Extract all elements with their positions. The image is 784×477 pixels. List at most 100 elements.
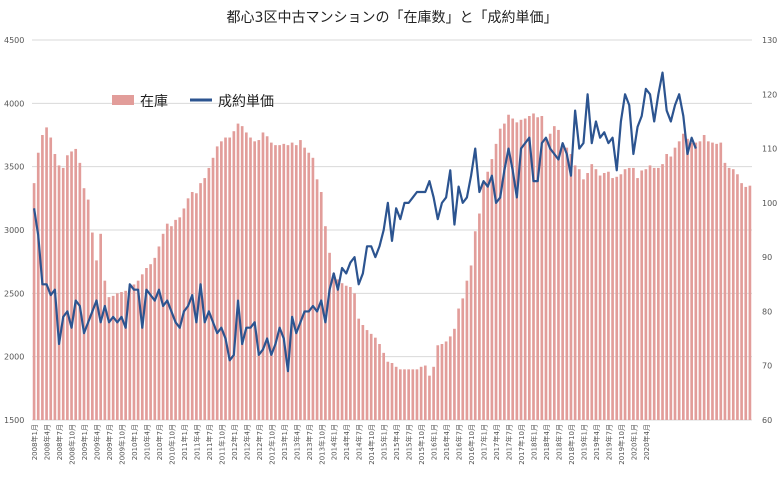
right-tick-label: 120 (762, 90, 777, 99)
inventory-bar (711, 142, 714, 420)
right-tick-label: 70 (762, 362, 772, 371)
inventory-bar (349, 287, 352, 420)
inventory-bar (145, 268, 148, 420)
x-tick-label: 2015年10月 (417, 424, 426, 465)
x-tick-label: 2017年4月 (492, 424, 501, 460)
inventory-bar (557, 129, 560, 420)
x-tick-label: 2009年4月 (93, 424, 102, 460)
inventory-bar (140, 274, 144, 420)
inventory-bar (552, 126, 556, 420)
inventory-bar (215, 146, 219, 420)
inventory-bar (490, 159, 494, 421)
inventory-bar (124, 290, 127, 420)
inventory-bar (523, 118, 527, 421)
x-tick-label: 2017年10月 (517, 424, 526, 465)
inventory-bar (61, 167, 65, 420)
inventory-bar (598, 175, 602, 420)
inventory-bar (727, 167, 731, 420)
x-tick-label: 2020年1月 (629, 424, 638, 460)
inventory-bar (115, 293, 119, 420)
left-axis-ticks: 1500 2000 2500 3000 3500 4000 4500 (4, 36, 24, 425)
chart-title: 都心3区中古マンションの「在庫数」と「成約単価」 (227, 9, 558, 26)
inventory-bar (440, 344, 444, 420)
inventory-bar (486, 171, 490, 420)
x-tick-label: 2018年7月 (554, 424, 563, 460)
x-tick-label: 2017年7月 (505, 424, 514, 460)
inventory-bar (619, 174, 623, 420)
inventory-bar (328, 252, 331, 420)
x-tick-label: 2010年10月 (167, 424, 176, 465)
inventory-bar (74, 148, 78, 420)
inventory-bar (249, 137, 252, 421)
left-tick-label: 4500 (4, 36, 24, 45)
inventory-bar (482, 183, 485, 420)
inventory-bar (519, 119, 523, 421)
inventory-bar (644, 169, 648, 420)
inventory-bar (111, 295, 115, 420)
inventory-bar (178, 217, 182, 420)
x-tick-label: 2018年1月 (530, 424, 539, 460)
inventory-bar (573, 165, 577, 420)
inventory-bar (211, 157, 215, 421)
inventory-bar (332, 273, 336, 420)
right-axis-ticks: 60 70 80 90 100 110 120 130 (762, 36, 777, 425)
inventory-bar (448, 336, 452, 420)
x-tick-label: 2012年4月 (242, 424, 251, 460)
inventory-bar (269, 142, 273, 420)
inventory-bar (161, 233, 165, 420)
left-tick-label: 2000 (4, 353, 24, 362)
inventory-bar (278, 145, 281, 420)
left-tick-label: 3500 (4, 163, 24, 172)
inventory-bar (398, 369, 402, 420)
inventory-bar (311, 157, 315, 421)
x-tick-label: 2011年4月 (192, 424, 201, 460)
x-tick-label: 2014年1月 (330, 424, 339, 460)
x-tick-label: 2008年1月 (30, 424, 39, 460)
inventory-bar (544, 138, 548, 421)
inventory-bar (615, 176, 619, 420)
inventory-bar (365, 330, 369, 420)
x-tick-label: 2012年7月 (255, 424, 264, 460)
x-tick-label: 2008年10月 (68, 424, 77, 465)
inventory-bar (590, 164, 594, 420)
inventory-bar (232, 131, 236, 420)
x-tick-label: 2011年10月 (217, 424, 226, 465)
x-tick-label: 2010年4月 (142, 424, 151, 460)
inventory-bar (190, 192, 194, 420)
inventory-bar (128, 287, 132, 420)
inventory-bar (457, 308, 460, 420)
inventory-bar (403, 369, 406, 420)
inventory-bar (340, 283, 344, 420)
inventory-bar (719, 142, 723, 420)
inventory-bar (374, 337, 377, 420)
inventory-bar (153, 257, 157, 420)
x-tick-label: 2012年10月 (267, 424, 276, 465)
inventory-bar (511, 118, 515, 421)
inventory-bar (673, 147, 677, 420)
right-tick-label: 110 (762, 145, 777, 154)
x-tick-label: 2013年1月 (280, 424, 289, 460)
inventory-bar (444, 341, 448, 420)
inventory-bar (681, 133, 685, 420)
inventory-bar (657, 167, 660, 420)
inventory-bar (36, 152, 40, 420)
inventory-bar (253, 141, 256, 421)
x-tick-label: 2019年1月 (579, 424, 588, 460)
inventory-bar (602, 173, 606, 420)
inventory-bar (132, 284, 136, 420)
inventory-bar (627, 167, 631, 420)
legend: 在庫 成約単価 (112, 93, 274, 110)
inventory-bar (661, 164, 664, 420)
inventory-bar (344, 285, 348, 420)
inventory-bar (369, 333, 373, 420)
inventory-bar (220, 141, 223, 421)
inventory-bar (715, 143, 718, 420)
inventory-bar (565, 147, 569, 420)
x-tick-label: 2010年7月 (155, 424, 164, 460)
inventory-bar (561, 143, 564, 420)
inventory-bar (265, 136, 269, 420)
inventory-bar (423, 365, 427, 420)
inventory-bar (607, 171, 610, 420)
inventory-bar (677, 141, 681, 421)
